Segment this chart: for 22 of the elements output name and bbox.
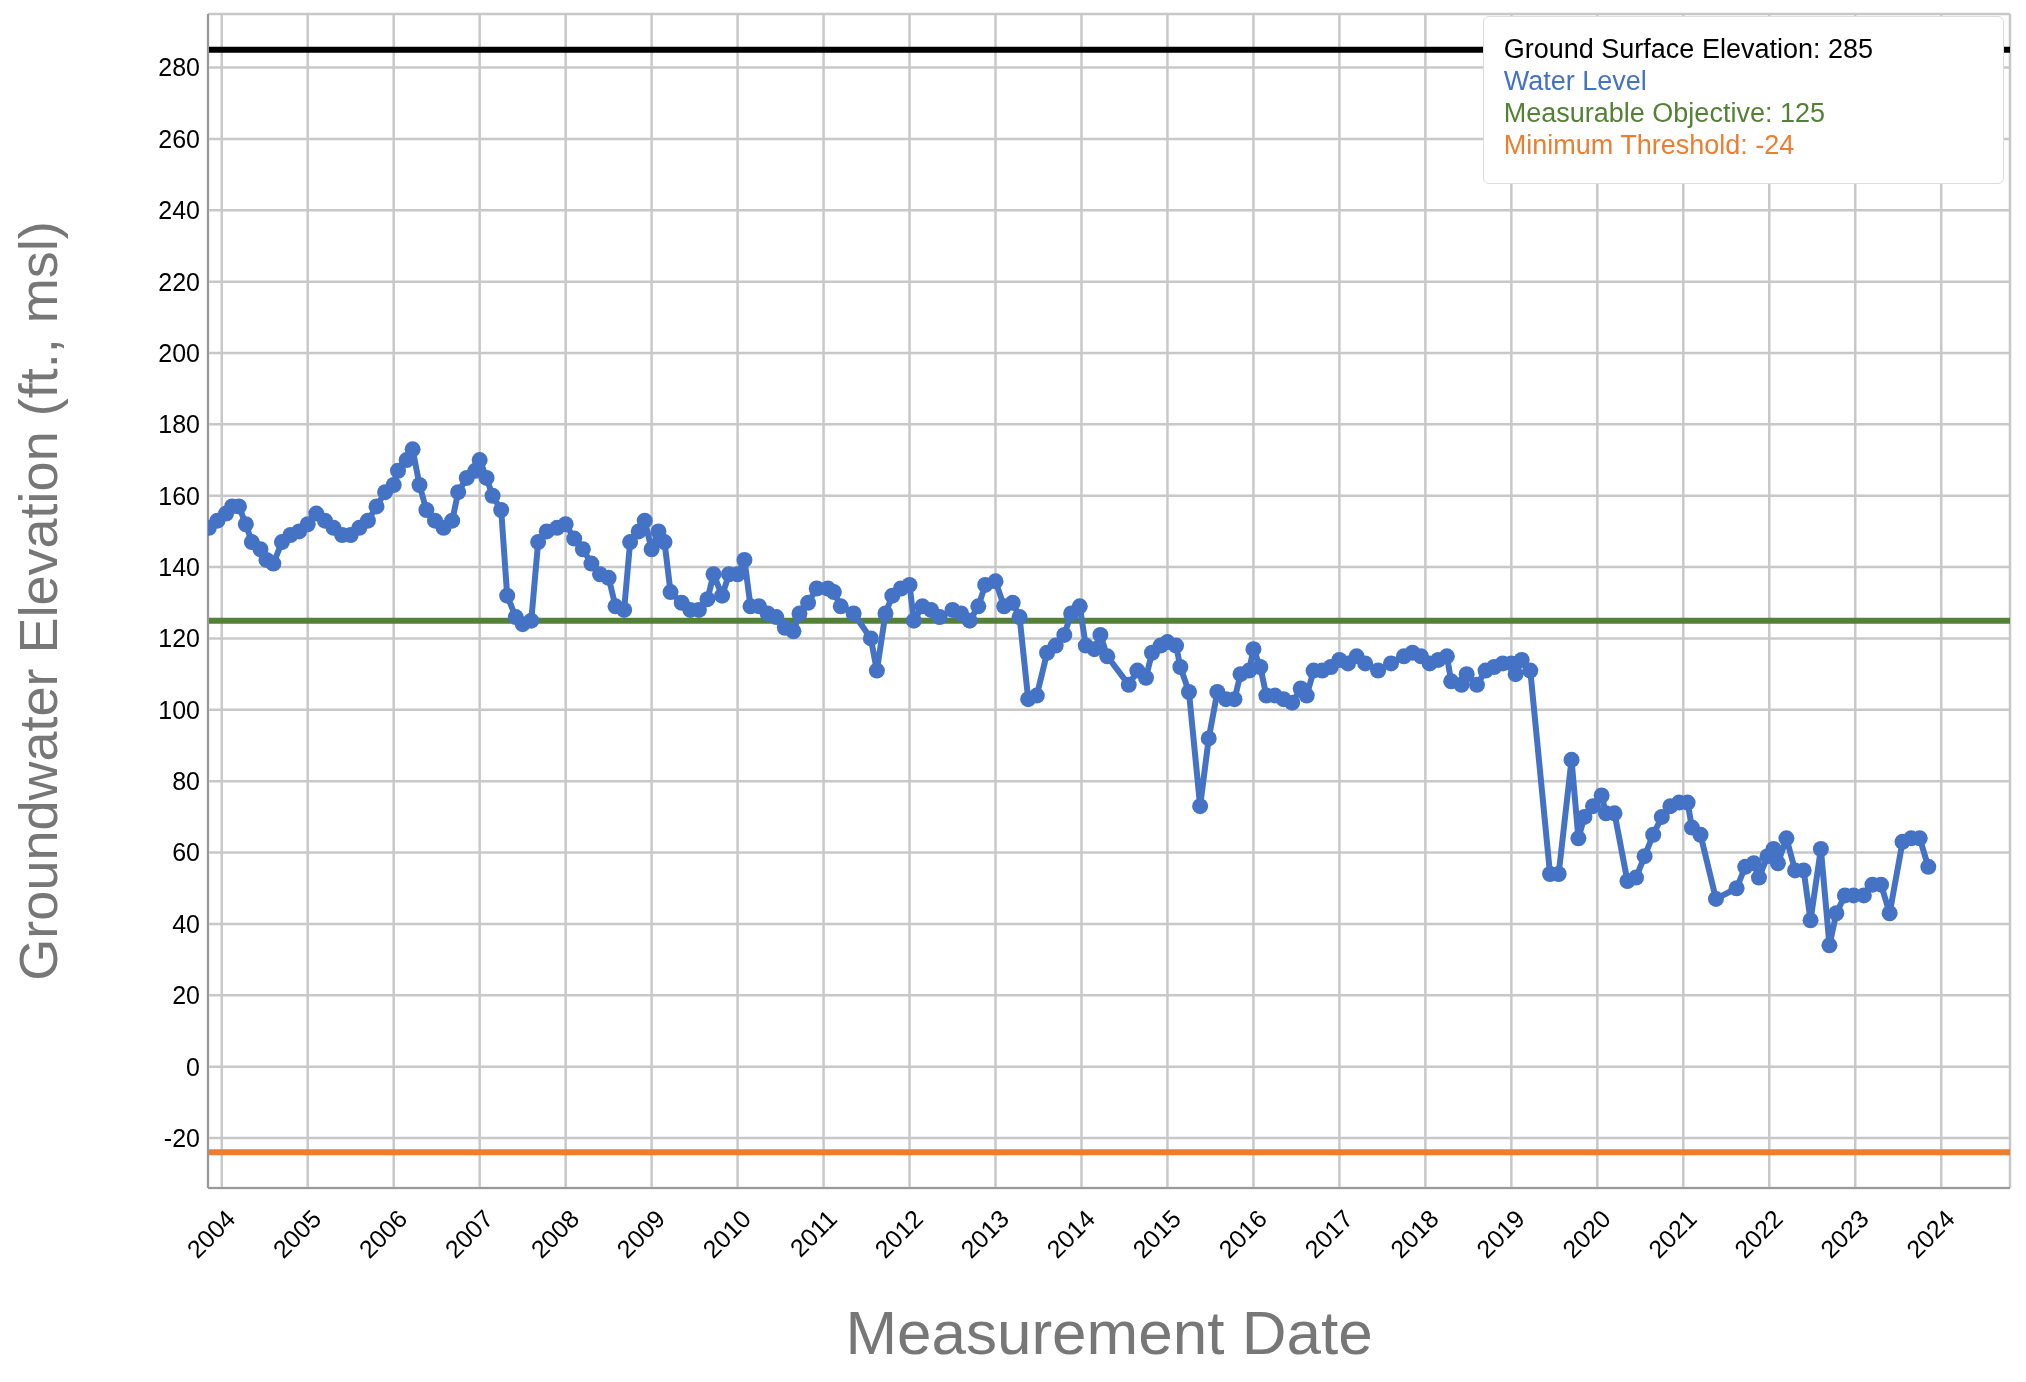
y-tick-label: 220 xyxy=(158,267,200,296)
ref-line-label: Minimum Threshold: -24 xyxy=(1503,129,1796,161)
y-tick-label: 140 xyxy=(158,552,200,581)
y-tick-label: 180 xyxy=(158,410,200,439)
y-tick-label: 20 xyxy=(172,981,200,1010)
y-tick-label: 0 xyxy=(186,1052,200,1081)
ref-line-label: Measurable Objective: 125 xyxy=(1503,97,1826,129)
y-tick-label: 120 xyxy=(158,624,200,653)
y-tick-label: 280 xyxy=(158,53,200,82)
y-tick-label: 200 xyxy=(158,338,200,367)
y-tick-label: 60 xyxy=(172,838,200,867)
y-tick-label: 100 xyxy=(158,695,200,724)
y-tick-label: -20 xyxy=(163,1123,200,1152)
y-tick-label: 160 xyxy=(158,481,200,510)
y-axis-title: Groundwater Elevation (ft., msl) xyxy=(8,221,69,981)
y-tick-label: 260 xyxy=(158,124,200,153)
ref-line-label: Ground Surface Elevation: 285 xyxy=(1503,33,1873,65)
y-tick-label: 240 xyxy=(158,196,200,225)
y-tick-label: 40 xyxy=(172,909,200,938)
x-axis-title: Measurement Date xyxy=(845,1298,1373,1367)
y-tick-label: 80 xyxy=(172,767,200,796)
legend-panel: Ground Surface Elevation: 285 Water Level Measurable Objective: 125 Minimum Threshold: -24 xyxy=(1482,16,2004,184)
